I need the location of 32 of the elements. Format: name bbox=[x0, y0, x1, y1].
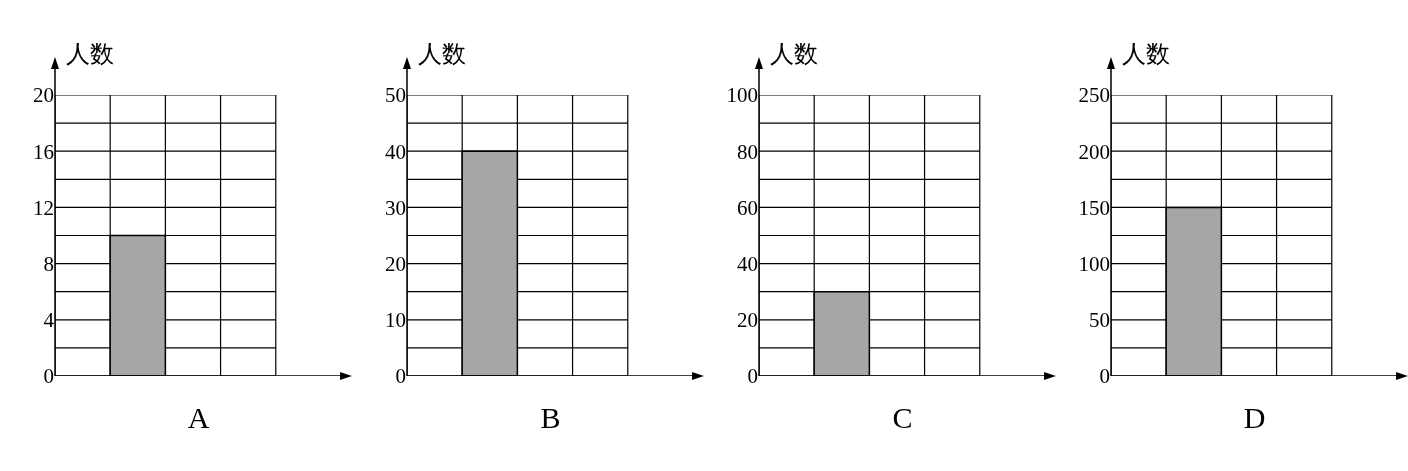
y-tick-label: 50 bbox=[385, 83, 406, 108]
y-tick-label: 20 bbox=[385, 251, 406, 276]
y-tick-label: 200 bbox=[1078, 139, 1110, 164]
y-tick-label: 30 bbox=[385, 195, 406, 220]
y-tick-label: 0 bbox=[747, 364, 758, 389]
y-tick-label: 0 bbox=[395, 364, 406, 389]
y-axis-title: 人数 bbox=[770, 40, 818, 68]
y-tick-label: 10 bbox=[385, 308, 406, 333]
y-axis-title: 人数 bbox=[418, 40, 466, 68]
x-axis-title: B bbox=[540, 400, 561, 434]
y-tick-label: 8 bbox=[43, 251, 54, 276]
y-tick-label: 40 bbox=[737, 251, 758, 276]
y-tick-label: 40 bbox=[385, 139, 406, 164]
x-axis-title: C bbox=[892, 400, 913, 434]
y-tick-label: 100 bbox=[1078, 251, 1110, 276]
x-axis-title: D bbox=[1243, 400, 1266, 434]
y-tick-label: 20 bbox=[33, 83, 54, 108]
y-tick-label: 250 bbox=[1078, 83, 1110, 108]
y-tick-label: 150 bbox=[1078, 195, 1110, 220]
y-tick-label: 80 bbox=[737, 139, 758, 164]
y-tick-label: 0 bbox=[1099, 364, 1110, 389]
y-tick-label: 60 bbox=[737, 195, 758, 220]
y-tick-label: 4 bbox=[43, 308, 55, 333]
y-tick-label: 100 bbox=[726, 83, 758, 108]
y-tick-label: 20 bbox=[737, 308, 758, 333]
y-tick-label: 0 bbox=[43, 364, 54, 389]
y-tick-label: 16 bbox=[33, 139, 54, 164]
y-axis-title: 人数 bbox=[66, 40, 114, 68]
x-axis-title: A bbox=[187, 400, 210, 434]
y-tick-label: 12 bbox=[33, 195, 54, 220]
y-axis-title: 人数 bbox=[1122, 40, 1170, 68]
y-tick-label: 50 bbox=[1089, 308, 1110, 333]
